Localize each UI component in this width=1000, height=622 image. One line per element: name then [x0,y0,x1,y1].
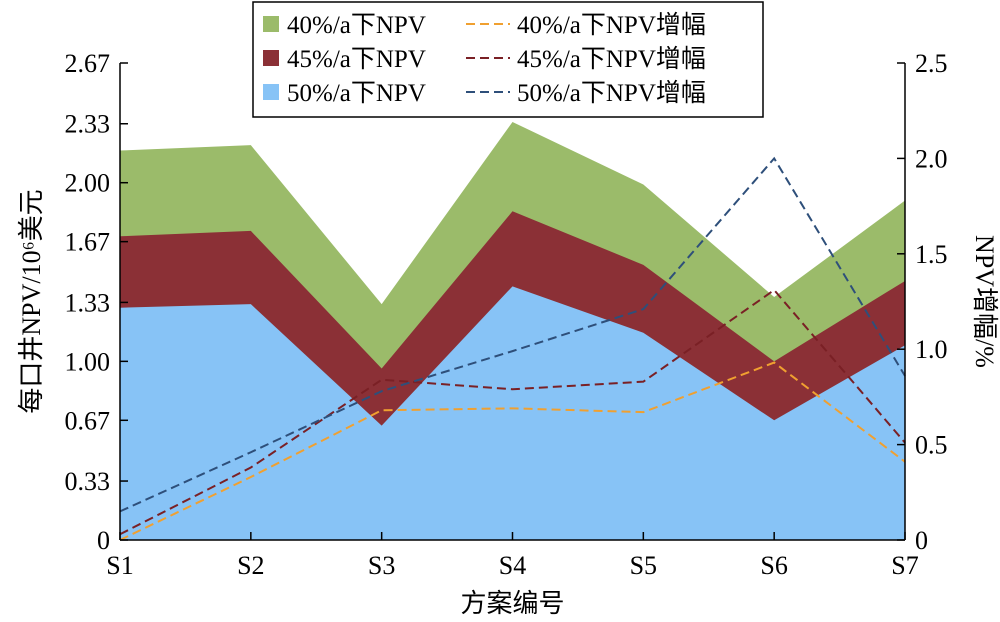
x-tick-label: S7 [891,551,918,580]
y-right-tick-label: 1.0 [915,335,948,364]
legend-label-line-1: 45%/a下NPV增幅 [517,45,706,73]
area-layer [120,121,905,541]
x-tick-label: S2 [237,551,264,580]
x-tick-label: S5 [630,551,657,580]
y-left-tick-label: 0.33 [65,467,111,496]
legend-label-line-2: 50%/a下NPV增幅 [517,79,706,107]
line-layer [119,156,906,541]
legend: 40%/a下NPV 45%/a下NPV 50%/a下NPV 40%/a下NPV增幅 45… [252,1,764,118]
y-right-tick-label: 0 [915,526,928,555]
legend-label-area-2: 50%/a下NPV [287,80,426,107]
legend-label-area-0: 40%/a下NPV [287,12,426,39]
legend-label-area-1: 45%/a下NPV [287,46,426,73]
y-axis-left-title: 每口井NPV/10⁶美元 [17,189,46,413]
y-left-tick-label: 0.67 [65,406,111,435]
legend-swatch-area-0 [263,16,279,32]
line-series-1 [119,288,906,536]
y-left-tick-label: 2.00 [65,169,111,198]
y-right-tick-label: 2.5 [915,49,948,78]
y-left-tick-label: 1.67 [65,228,111,257]
x-axis-title: 方案编号 [460,589,564,618]
x-tick-label: S6 [760,551,787,580]
legend-label-line-0: 40%/a下NPV增幅 [517,11,706,39]
line-series-0 [119,361,906,541]
legend-swatch-area-1 [263,50,279,66]
y-right-tick-label: 1.5 [915,240,948,269]
legend-box [252,1,764,118]
y-axis-right-title: NPV增幅/% [970,235,999,368]
area-series-2 [120,286,905,540]
x-tick-label: S1 [106,551,133,580]
y-right-tick-label: 0.5 [915,431,948,460]
x-tick-label: S3 [368,551,395,580]
y-left-tick-label: 0 [97,526,110,555]
y-left-tick-label: 2.33 [65,110,111,139]
legend-swatch-area-2 [263,84,279,100]
axes-layer: 0 0.33 0.67 1.00 1.33 1.67 2.00 2.33 2.67 0 0.5 1.0… [65,49,948,580]
y-left-tick-label: 2.67 [65,49,111,78]
y-left-tick-label: 1.00 [65,347,111,376]
y-right-tick-label: 2.0 [915,144,948,173]
y-left-tick-label: 1.33 [65,288,111,317]
line-series-2 [119,156,906,513]
x-tick-label: S4 [499,551,526,580]
